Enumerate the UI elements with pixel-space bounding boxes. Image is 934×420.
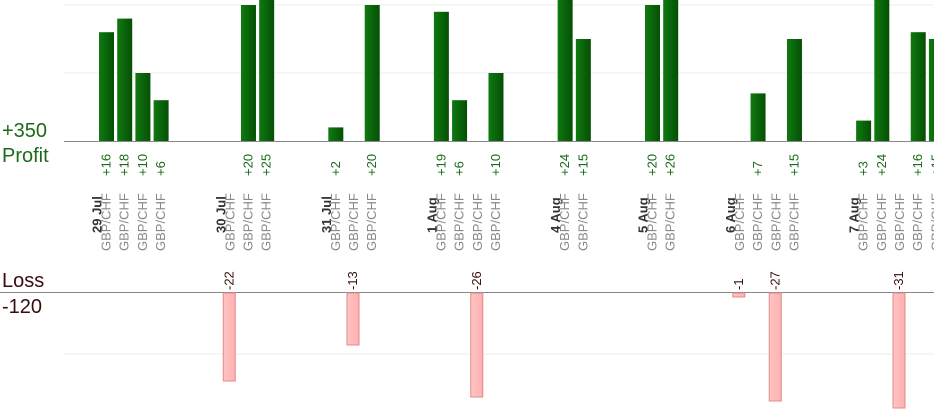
value-labels: +16 +18 +10 +6-22+20 +25 +2-13+20 +19 +6-26+10 +… (99, 154, 934, 290)
profit-bar (117, 18, 133, 142)
loss-value-label: -22 (221, 271, 236, 290)
pair-label: GBP/CHF (928, 193, 934, 251)
pair-label: GBP/CHF (135, 193, 150, 251)
profit-value-label: +24 (557, 154, 572, 176)
pair-label: GBP/CHF (663, 193, 678, 251)
pair-label: GBP/CHF (240, 193, 255, 251)
profit-value-label: +16 (99, 154, 114, 176)
loss-value-label: -1 (731, 278, 746, 290)
loss-value-label: -27 (767, 271, 782, 290)
profit-bar (750, 93, 766, 141)
profit-value-label: +10 (488, 154, 503, 176)
profit-axis-max-label: +350 (2, 120, 48, 142)
date-label: 1 Aug (424, 197, 439, 233)
pair-label: GBP/CHF (328, 193, 343, 251)
profit-bar (99, 32, 114, 142)
pair-label: GBP/CHF (346, 193, 361, 251)
profit-value-label: +18 (117, 154, 132, 176)
profit-bar (663, 0, 679, 141)
pair-label: GBP/CHF (786, 193, 801, 251)
pair-label: GBP/CHF (768, 193, 783, 251)
profit-bar (328, 127, 344, 141)
loss-value-label: -26 (469, 271, 484, 290)
profit-value-label: +15 (928, 154, 934, 176)
profit-bar (135, 73, 151, 141)
profit-value-label: +15 (786, 154, 801, 176)
pair-label: GBP/CHF (259, 193, 274, 251)
profit-bar (645, 5, 660, 141)
profit-value-label: +20 (364, 154, 379, 176)
profit-bar (153, 100, 169, 141)
pair-label: GBP/CHF (856, 193, 871, 251)
pair-label: GBP/CHF (364, 193, 379, 251)
profit-bar (874, 0, 890, 141)
pair-label: GBP/CHF (222, 193, 237, 251)
profit-label: Profit (2, 145, 49, 167)
gridlines (64, 4, 934, 355)
loss-bar (892, 292, 906, 409)
profit-value-label: +10 (135, 154, 150, 176)
profit-value-label: +25 (259, 154, 274, 176)
profit-bar (557, 0, 573, 141)
profit-value-label: +6 (452, 161, 467, 176)
loss-bar (222, 292, 236, 382)
loss-value-label: -31 (891, 271, 906, 290)
pair-label: GBP/CHF (892, 193, 907, 251)
date-label: 7 Aug (847, 197, 862, 233)
profit-bar (856, 120, 872, 141)
profit-value-label: +26 (663, 154, 678, 176)
date-label: 29 Jul (90, 196, 105, 233)
profit-value-label: +20 (645, 154, 660, 176)
profit-value-label: +2 (328, 161, 343, 176)
profit-value-label: +24 (874, 154, 889, 176)
pair-label: GBP/CHF (575, 193, 590, 251)
pair-label: GBP/CHF (874, 193, 889, 251)
pair-label: GBP/CHF (117, 193, 132, 251)
loss-axis-min-label: -120 (2, 296, 43, 318)
date-label: 30 Jul (213, 196, 228, 233)
loss-bar (732, 292, 746, 298)
date-label: 31 Jul (319, 196, 334, 233)
pair-label: GBP/CHF (732, 193, 747, 251)
pair-label: GBP/CHF (645, 193, 660, 251)
pair-label: GBP/CHF (750, 193, 765, 251)
profit-value-label: +3 (856, 161, 871, 176)
profit-bar (575, 39, 591, 141)
profit-value-label: +7 (750, 161, 765, 176)
profit-bar (433, 11, 449, 141)
profit-bar (364, 5, 380, 141)
loss-value-label: -13 (345, 271, 360, 290)
profit-value-label: +19 (433, 154, 448, 176)
pair-label: GBP/CHF (99, 193, 114, 251)
date-label: 5 Aug (636, 197, 651, 233)
profit-bar (452, 100, 468, 141)
date-label: 6 Aug (723, 197, 738, 233)
bars (99, 0, 934, 409)
loss-bar (346, 292, 360, 346)
loss-bar (768, 292, 782, 402)
profit-value-label: +16 (910, 154, 925, 176)
profit-bar (240, 5, 256, 141)
pair-label: GBP/CHF (557, 193, 572, 251)
profit-value-label: +15 (575, 154, 590, 176)
pair-label: GBP/CHF (488, 193, 503, 251)
profit-bar (488, 73, 504, 141)
profit-bar (910, 32, 926, 142)
pair-label: GBP/CHF (910, 193, 925, 251)
profit-bar (259, 0, 275, 141)
profit-value-label: +6 (153, 161, 168, 176)
pair-label: GBP/CHF (153, 193, 168, 251)
profit-bar (928, 39, 934, 141)
profit-bar (786, 39, 802, 141)
loss-label: Loss (2, 270, 45, 292)
profit-value-label: +20 (240, 154, 255, 176)
pair-label: GBP/CHF (470, 193, 485, 251)
pair-label: GBP/CHF (452, 193, 467, 251)
date-label: 4 Aug (548, 197, 563, 233)
loss-bar (470, 292, 484, 398)
pair-label: GBP/CHF (433, 193, 448, 251)
